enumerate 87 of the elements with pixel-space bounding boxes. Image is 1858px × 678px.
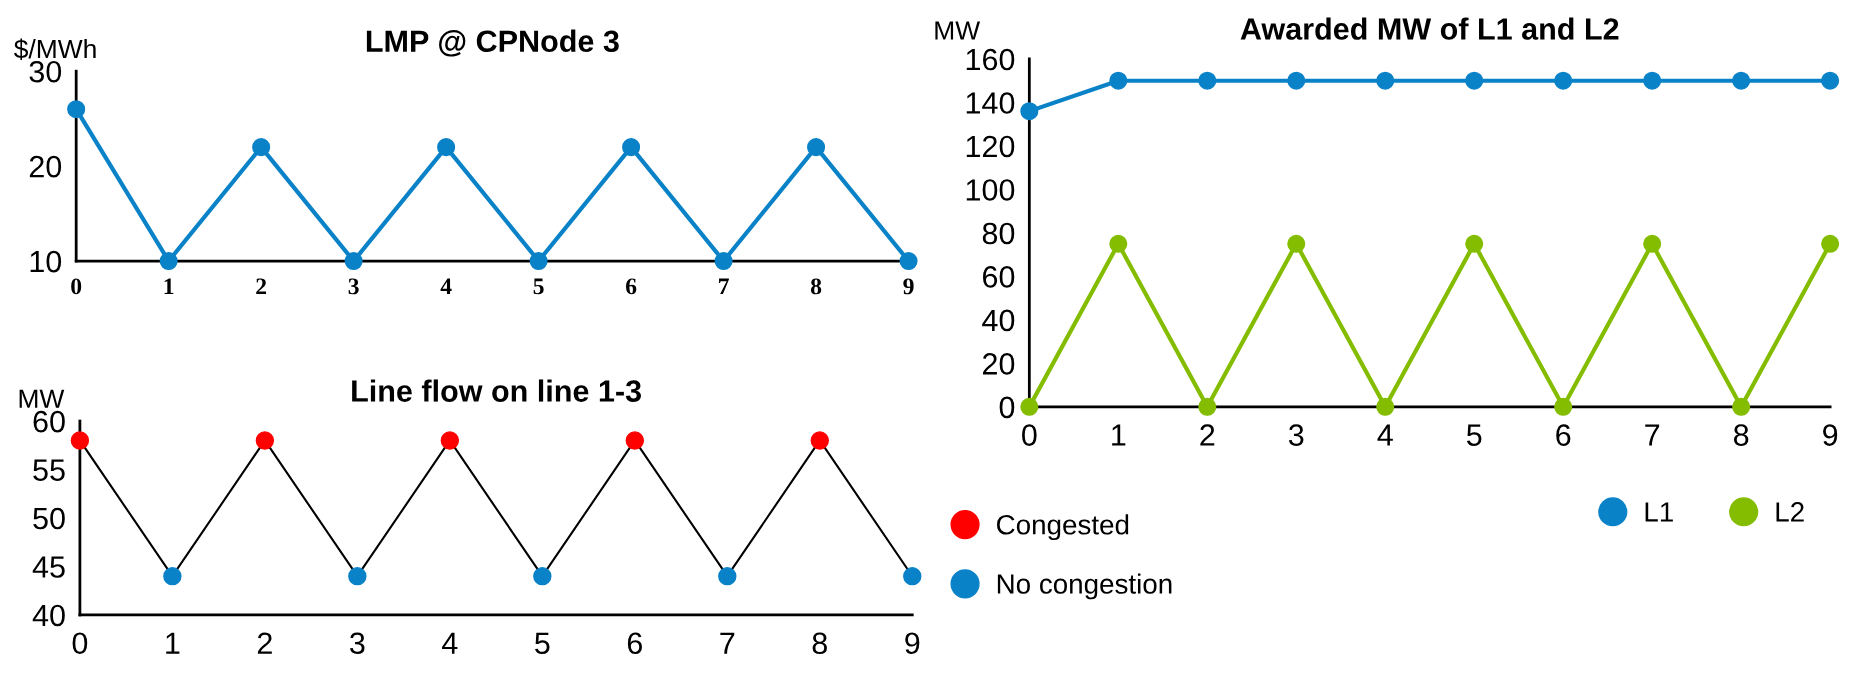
x-tick-label: 2 bbox=[256, 278, 267, 295]
legend-label: Congested bbox=[997, 514, 1129, 541]
point bbox=[1198, 397, 1217, 416]
point bbox=[1020, 397, 1039, 416]
x-tick-label: 2 bbox=[257, 632, 272, 654]
point bbox=[437, 138, 456, 157]
y-tick-label: 20 bbox=[983, 353, 1015, 375]
point bbox=[67, 100, 86, 119]
x-tick-label: 0 bbox=[71, 278, 82, 295]
y-tick-label: 60 bbox=[33, 410, 65, 433]
point bbox=[1732, 71, 1751, 90]
x-tick-label: 3 bbox=[348, 278, 359, 295]
x-tick-label: 4 bbox=[1377, 424, 1393, 446]
point bbox=[344, 252, 363, 271]
point bbox=[1109, 234, 1128, 253]
x-tick-label: 7 bbox=[1645, 424, 1660, 446]
y-tick-label: 140 bbox=[966, 92, 1015, 114]
x-tick-label: 8 bbox=[1733, 424, 1749, 446]
x-tick-label: 9 bbox=[1823, 424, 1838, 446]
point bbox=[1376, 397, 1395, 416]
x-tick-label: 5 bbox=[533, 278, 544, 295]
y-tick-label: 50 bbox=[33, 507, 65, 530]
x-tick-label: 6 bbox=[1556, 424, 1571, 446]
point bbox=[1376, 71, 1395, 90]
point bbox=[1465, 71, 1484, 90]
x-tick-label: 3 bbox=[350, 632, 365, 655]
chart-title: Line flow on line 1-3 bbox=[352, 379, 641, 402]
legend-label: No congestion bbox=[997, 573, 1172, 600]
point bbox=[899, 252, 918, 271]
x-tick-label: 6 bbox=[626, 278, 637, 295]
point bbox=[622, 138, 641, 157]
y-tick-label: 40 bbox=[32, 604, 65, 627]
x-tick-label: 4 bbox=[440, 278, 452, 295]
y-tick-label: 60 bbox=[983, 266, 1015, 288]
point bbox=[1287, 71, 1306, 90]
x-tick-label: 8 bbox=[810, 278, 822, 295]
point bbox=[1020, 102, 1039, 121]
y-axis-title: MW bbox=[19, 389, 65, 408]
point bbox=[1732, 397, 1751, 416]
legend-label: L1 bbox=[1645, 502, 1673, 522]
y-tick-label: 45 bbox=[32, 556, 65, 578]
point bbox=[1643, 71, 1662, 90]
y-tick-label: 40 bbox=[982, 309, 1015, 332]
x-tick-label: 4 bbox=[442, 632, 458, 654]
point bbox=[1465, 234, 1484, 253]
y-axis-title: MW bbox=[935, 21, 981, 40]
y-tick-label: 0 bbox=[999, 396, 1015, 419]
point bbox=[714, 252, 733, 271]
x-tick-label: 7 bbox=[720, 632, 735, 654]
x-tick-label: 1 bbox=[166, 632, 180, 654]
point bbox=[1554, 71, 1573, 90]
point bbox=[1821, 234, 1840, 253]
point bbox=[1287, 234, 1306, 253]
x-tick-label: 5 bbox=[1466, 424, 1482, 446]
y-tick-label: 55 bbox=[33, 459, 65, 481]
point bbox=[1198, 71, 1217, 90]
point bbox=[1554, 397, 1573, 416]
x-tick-label: 8 bbox=[812, 632, 827, 655]
y-tick-label: 160 bbox=[966, 48, 1015, 71]
point bbox=[1109, 71, 1128, 90]
x-tick-label: 6 bbox=[627, 632, 642, 655]
x-tick-label: 0 bbox=[1022, 424, 1037, 446]
y-axis-title: $/MWh bbox=[14, 38, 96, 60]
chart-title: Awarded MW of L1 and L2 bbox=[1240, 17, 1619, 40]
point bbox=[807, 138, 826, 157]
point bbox=[159, 252, 178, 271]
x-tick-label: 3 bbox=[1288, 424, 1304, 446]
point bbox=[252, 138, 271, 157]
y-tick-label: 120 bbox=[966, 135, 1015, 158]
x-tick-label: 7 bbox=[719, 278, 729, 295]
x-tick-label: 1 bbox=[164, 278, 174, 295]
x-tick-label: 9 bbox=[905, 632, 920, 655]
y-tick-label: 20 bbox=[29, 155, 62, 178]
y-tick-label: 100 bbox=[966, 179, 1015, 201]
point bbox=[529, 252, 548, 271]
y-tick-label: 10 bbox=[30, 250, 62, 273]
point bbox=[1643, 234, 1662, 253]
x-tick-label: 9 bbox=[903, 278, 914, 295]
x-tick-label: 2 bbox=[1200, 424, 1215, 446]
x-tick-label: 0 bbox=[72, 632, 88, 655]
point bbox=[1821, 71, 1840, 90]
x-tick-label: 1 bbox=[1112, 424, 1126, 446]
chart-title: LMP @ CPNode 3 bbox=[366, 29, 619, 57]
x-tick-label: 5 bbox=[535, 632, 550, 655]
y-tick-label: 30 bbox=[29, 60, 62, 83]
y-tick-label: 80 bbox=[982, 222, 1015, 245]
legend-label: L2 bbox=[1776, 502, 1804, 522]
